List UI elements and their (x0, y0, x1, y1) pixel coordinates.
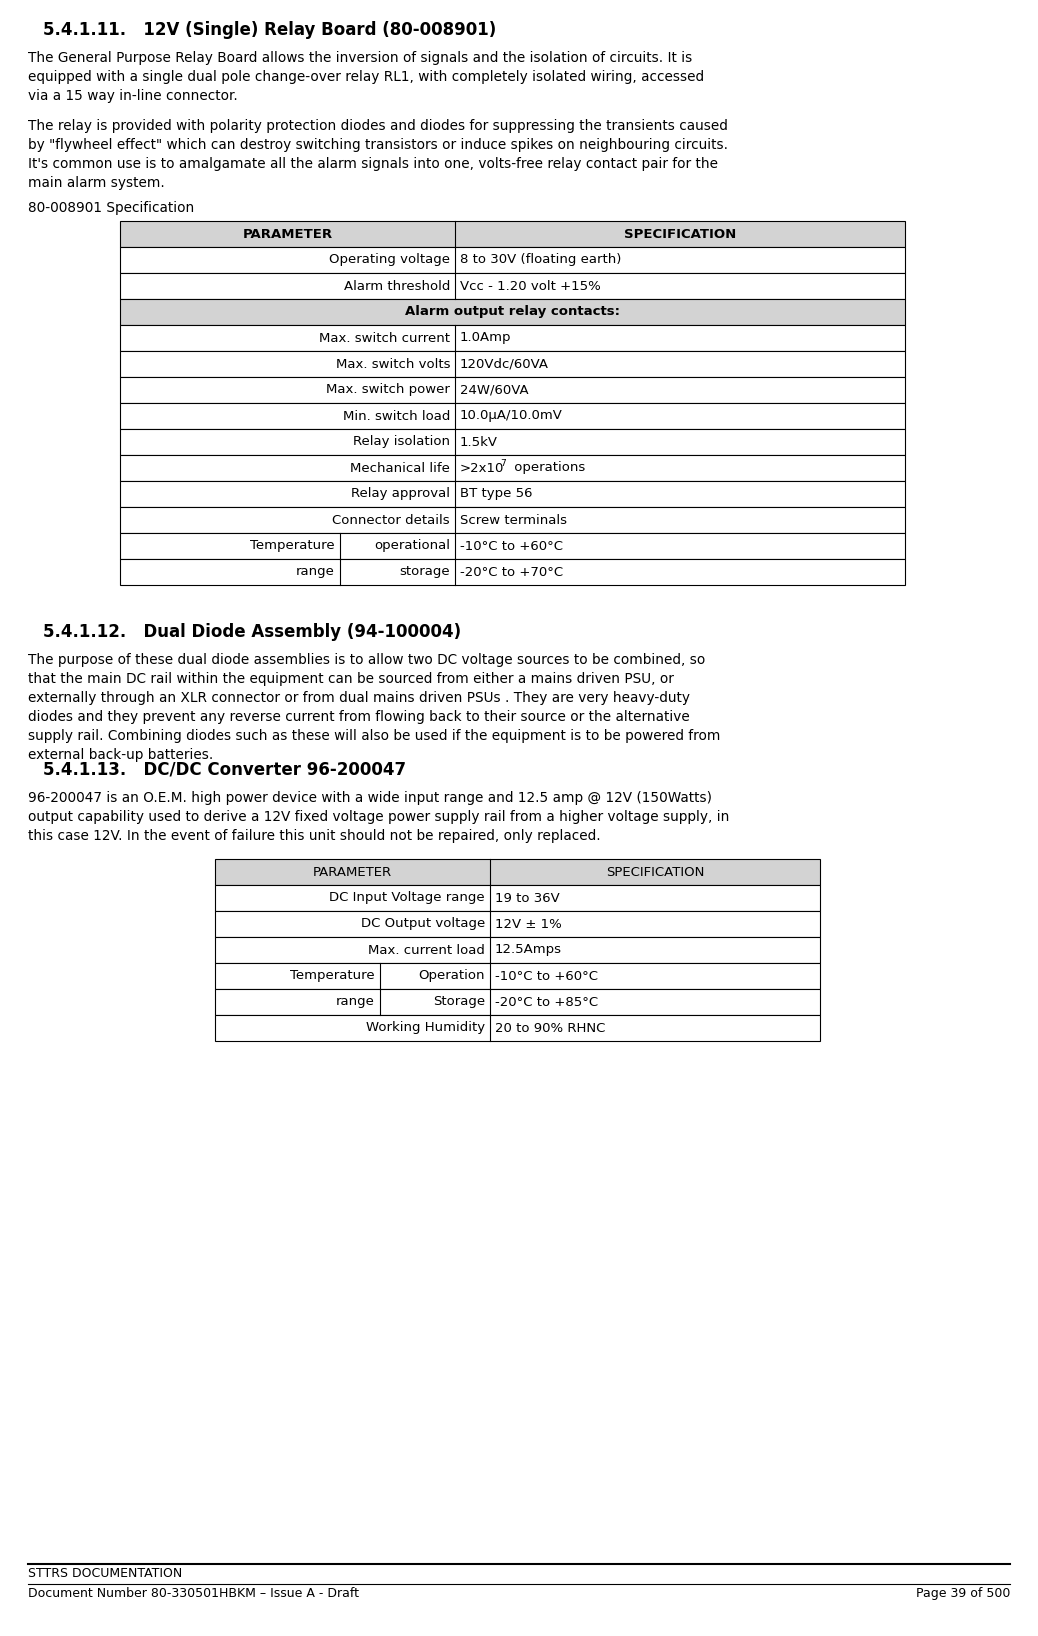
Text: 1.5kV: 1.5kV (460, 435, 498, 448)
Bar (120, 533, 905, 560)
Text: 20 to 90% RHNC: 20 to 90% RHNC (495, 1021, 605, 1034)
Text: 12V ± 1%: 12V ± 1% (495, 918, 562, 931)
Text: Alarm threshold: Alarm threshold (344, 280, 450, 293)
Text: -10°C to +60°C: -10°C to +60°C (495, 970, 598, 983)
Text: 19 to 36V: 19 to 36V (495, 892, 559, 905)
Bar (120, 221, 905, 247)
Text: Relay approval: Relay approval (351, 488, 450, 501)
Text: Temperature: Temperature (291, 970, 375, 983)
Text: PARAMETER: PARAMETER (243, 227, 332, 240)
Bar (120, 507, 905, 533)
Bar (120, 273, 905, 299)
Text: Connector details: Connector details (332, 514, 450, 527)
Bar (215, 859, 820, 885)
Text: Working Humidity: Working Humidity (365, 1021, 485, 1034)
Text: Document Number 80-330501HBKM – Issue A - Draft: Document Number 80-330501HBKM – Issue A … (28, 1587, 359, 1600)
Text: 5.4.1.13.   DC/DC Converter 96-200047: 5.4.1.13. DC/DC Converter 96-200047 (43, 761, 406, 779)
Bar (120, 376, 905, 402)
Bar (120, 299, 905, 326)
Text: 120Vdc/60VA: 120Vdc/60VA (460, 358, 549, 370)
Text: 96-200047 is an O.E.M. high power device with a wide input range and 12.5 amp @ : 96-200047 is an O.E.M. high power device… (28, 790, 730, 843)
Text: 8 to 30V (floating earth): 8 to 30V (floating earth) (460, 254, 622, 267)
Text: range: range (296, 566, 335, 579)
Bar (215, 1014, 820, 1040)
Text: operations: operations (510, 461, 585, 474)
Text: Max. switch volts: Max. switch volts (335, 358, 450, 370)
Text: Storage: Storage (433, 995, 485, 1008)
Bar (120, 455, 905, 481)
Text: Page 39 of 500: Page 39 of 500 (916, 1587, 1010, 1600)
Text: Alarm output relay contacts:: Alarm output relay contacts: (405, 306, 620, 319)
Text: 5.4.1.11.   12V (Single) Relay Board (80-008901): 5.4.1.11. 12V (Single) Relay Board (80-0… (43, 21, 496, 39)
Text: DC Output voltage: DC Output voltage (361, 918, 485, 931)
Text: PARAMETER: PARAMETER (312, 865, 392, 879)
Text: 5.4.1.12.   Dual Diode Assembly (94-100004): 5.4.1.12. Dual Diode Assembly (94-100004… (43, 623, 461, 641)
Text: Relay isolation: Relay isolation (353, 435, 450, 448)
Text: The General Purpose Relay Board allows the inversion of signals and the isolatio: The General Purpose Relay Board allows t… (28, 51, 704, 103)
Bar (120, 326, 905, 352)
Text: Min. switch load: Min. switch load (343, 409, 450, 422)
Text: 7: 7 (500, 458, 506, 468)
Text: >2x10: >2x10 (460, 461, 504, 474)
Bar (215, 885, 820, 911)
Bar (120, 481, 905, 507)
Text: Max. current load: Max. current load (368, 944, 485, 957)
Bar (120, 352, 905, 376)
Text: Temperature: Temperature (250, 540, 335, 553)
Bar (215, 937, 820, 964)
Bar (120, 429, 905, 455)
Bar (215, 911, 820, 937)
Text: operational: operational (374, 540, 450, 553)
Text: DC Input Voltage range: DC Input Voltage range (329, 892, 485, 905)
Text: range: range (336, 995, 375, 1008)
Text: Screw terminals: Screw terminals (460, 514, 567, 527)
Text: -10°C to +60°C: -10°C to +60°C (460, 540, 563, 553)
Bar (215, 990, 820, 1014)
Bar (120, 560, 905, 586)
Text: BT type 56: BT type 56 (460, 488, 532, 501)
Text: Max. switch current: Max. switch current (319, 332, 450, 345)
Bar (120, 402, 905, 429)
Text: 80-008901 Specification: 80-008901 Specification (28, 201, 194, 214)
Text: Max. switch power: Max. switch power (326, 383, 450, 396)
Text: The relay is provided with polarity protection diodes and diodes for suppressing: The relay is provided with polarity prot… (28, 119, 728, 190)
Text: SPECIFICATION: SPECIFICATION (624, 227, 736, 240)
Text: 12.5Amps: 12.5Amps (495, 944, 562, 957)
Text: Operating voltage: Operating voltage (329, 254, 450, 267)
Text: 24W/60VA: 24W/60VA (460, 383, 528, 396)
Text: STTRS DOCUMENTATION: STTRS DOCUMENTATION (28, 1567, 183, 1580)
Bar (120, 247, 905, 273)
Text: Vcc - 1.20 volt +15%: Vcc - 1.20 volt +15% (460, 280, 601, 293)
Text: -20°C to +85°C: -20°C to +85°C (495, 995, 598, 1008)
Text: Operation: Operation (418, 970, 485, 983)
Text: SPECIFICATION: SPECIFICATION (606, 865, 704, 879)
Bar (215, 964, 820, 990)
Text: The purpose of these dual diode assemblies is to allow two DC voltage sources to: The purpose of these dual diode assembli… (28, 653, 720, 762)
Text: storage: storage (400, 566, 450, 579)
Text: Mechanical life: Mechanical life (350, 461, 450, 474)
Text: -20°C to +70°C: -20°C to +70°C (460, 566, 564, 579)
Text: 1.0Amp: 1.0Amp (460, 332, 512, 345)
Text: 10.0μA/10.0mV: 10.0μA/10.0mV (460, 409, 563, 422)
